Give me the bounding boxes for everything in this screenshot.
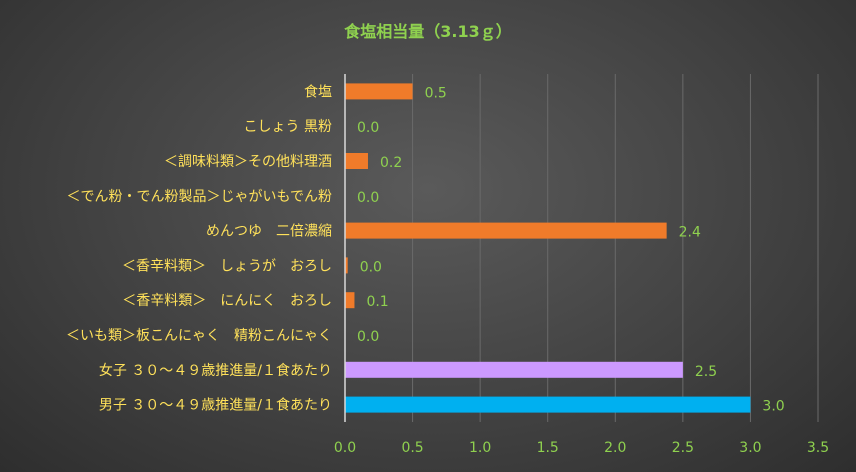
x-tick-label: 0.0 <box>334 440 356 456</box>
data-label: 2.4 <box>679 225 701 241</box>
category-label: こしょう 黒粉 <box>244 119 332 135</box>
data-label: 2.5 <box>695 364 717 380</box>
x-tick-label: 3.5 <box>807 440 829 456</box>
category-label: ＜香辛料類＞ にんにく おろし <box>122 293 332 309</box>
x-tick-label: 2.0 <box>604 440 626 456</box>
x-tick-label: 2.5 <box>672 440 694 456</box>
data-label: 0.0 <box>357 120 379 136</box>
category-label: めんつゆ 二倍濃縮 <box>206 224 332 240</box>
bar <box>345 153 368 169</box>
data-label: 0.2 <box>380 155 402 171</box>
category-label: ＜香辛料類＞ しょうが おろし <box>122 258 332 274</box>
category-label: ＜調味料類＞その他料理酒 <box>164 154 332 170</box>
category-label: ＜いも類＞板こんにゃく 精粉こんにゃく <box>66 328 332 344</box>
x-tick-label: 3.0 <box>739 440 761 456</box>
category-label: 食塩 <box>304 83 332 100</box>
data-label: 0.0 <box>357 329 379 345</box>
bar <box>345 222 667 239</box>
bar <box>345 292 355 309</box>
data-label: 0.1 <box>366 294 388 310</box>
labels: 0.0 0.5 1.0 1.5 2.0 2.5 3.0 3.5 食塩 0.5 こしょう 黒粉 0.0 ＜… <box>66 83 829 456</box>
data-label: 0.0 <box>357 190 379 206</box>
x-tick-label: 0.5 <box>401 440 423 456</box>
category-label: 女子 ３０～４９歳推進量/１食あたり <box>99 362 332 379</box>
data-label: 0.5 <box>425 85 447 101</box>
category-label: ＜でん粉・でん粉製品＞じゃがいもでん粉 <box>67 189 332 205</box>
data-label: 0.0 <box>360 259 382 275</box>
bar <box>345 257 348 274</box>
bar <box>345 396 751 413</box>
bar <box>345 83 413 100</box>
data-label: 3.0 <box>762 399 784 415</box>
grid-lines <box>412 74 819 422</box>
category-label: 男子 ３０～４９歳推進量/１食あたり <box>99 397 332 414</box>
x-tick-label: 1.0 <box>469 440 491 456</box>
bar <box>345 361 683 378</box>
bars <box>345 83 751 413</box>
chart-title: 食塩相当量（3.13ｇ） <box>343 22 511 42</box>
x-tick-label: 1.5 <box>537 440 559 456</box>
